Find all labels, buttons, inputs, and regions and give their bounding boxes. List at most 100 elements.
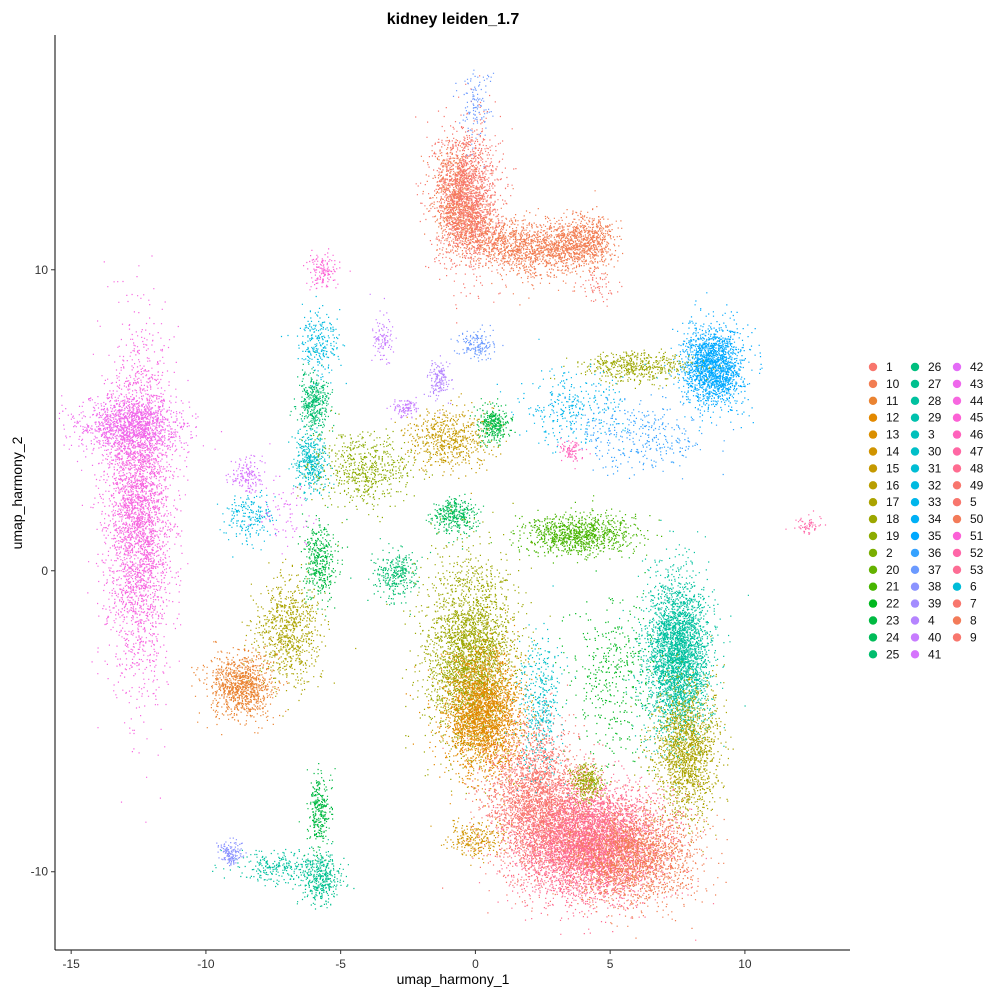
legend-label: 7 bbox=[970, 597, 977, 611]
legend-item: 8 bbox=[952, 614, 977, 628]
legend-label: 39 bbox=[928, 597, 942, 611]
legend-label: 6 bbox=[970, 580, 977, 594]
y-axis-label: umap_harmony_2 bbox=[9, 436, 25, 549]
legend-item: 4 bbox=[910, 614, 935, 628]
legend-item: 21 bbox=[868, 580, 900, 594]
legend-item: 48 bbox=[952, 461, 984, 475]
legend-label: 52 bbox=[970, 546, 984, 560]
legend-swatch bbox=[910, 464, 920, 473]
legend-label: 51 bbox=[970, 529, 984, 543]
x-tick-label: 10 bbox=[738, 957, 752, 971]
cluster-15 bbox=[241, 544, 357, 717]
cluster-points bbox=[191, 638, 289, 736]
legend-swatch bbox=[868, 582, 878, 591]
legend-item: 53 bbox=[952, 563, 984, 577]
legend-label: 32 bbox=[928, 478, 942, 492]
cluster-points bbox=[469, 398, 516, 448]
legend-item: 7 bbox=[952, 597, 977, 611]
cluster-points bbox=[369, 293, 397, 365]
legend-item: 51 bbox=[952, 529, 984, 543]
cluster-points bbox=[298, 763, 336, 861]
legend-item: 3 bbox=[910, 428, 935, 442]
cluster-37 bbox=[423, 355, 454, 414]
legend-swatch bbox=[952, 633, 962, 642]
cluster-points bbox=[216, 489, 277, 558]
cluster-34 bbox=[216, 837, 247, 867]
legend-item: 17 bbox=[868, 495, 900, 509]
cluster-32 bbox=[288, 839, 355, 910]
legend-swatch bbox=[910, 565, 920, 574]
legend-label: 10 bbox=[886, 377, 900, 391]
cluster-43 bbox=[557, 438, 591, 470]
x-axis-label: umap_harmony_1 bbox=[397, 971, 510, 987]
cluster-points bbox=[425, 493, 485, 550]
legend-label: 23 bbox=[886, 614, 900, 628]
cluster-25 bbox=[442, 684, 618, 916]
cluster-5 bbox=[496, 338, 658, 454]
legend-swatch bbox=[868, 362, 878, 372]
x-tick-label: -10 bbox=[197, 957, 215, 971]
legend-swatch bbox=[910, 616, 920, 625]
legend-swatch bbox=[952, 582, 962, 591]
legend-swatch bbox=[868, 633, 878, 642]
scatter-points bbox=[58, 69, 827, 941]
legend-label: 17 bbox=[886, 495, 900, 509]
cluster-points bbox=[297, 506, 349, 617]
legend-swatch bbox=[910, 481, 920, 490]
cluster-4 bbox=[550, 348, 721, 390]
legend-item: 5 bbox=[952, 495, 977, 509]
legend-swatch bbox=[952, 481, 962, 490]
cluster-points bbox=[785, 510, 827, 535]
legend-item: 11 bbox=[868, 394, 899, 408]
legend-label: 43 bbox=[970, 377, 984, 391]
cluster-points bbox=[297, 409, 433, 524]
x-tick-label: -15 bbox=[62, 957, 80, 971]
cluster-11 bbox=[297, 409, 433, 524]
legend-swatch bbox=[952, 413, 962, 422]
legend-label: 11 bbox=[886, 394, 899, 408]
legend-swatch bbox=[952, 362, 962, 372]
legend-item: 6 bbox=[952, 580, 977, 594]
legend-item: 40 bbox=[910, 630, 942, 644]
cluster-points bbox=[280, 295, 347, 387]
legend-label: 31 bbox=[928, 461, 942, 475]
legend-item: 12 bbox=[868, 411, 900, 425]
legend-item: 39 bbox=[910, 597, 942, 611]
cluster-8 bbox=[289, 351, 337, 449]
legend-item: 41 bbox=[910, 647, 942, 661]
cluster-points bbox=[423, 355, 454, 414]
legend-label: 30 bbox=[928, 445, 942, 459]
legend-swatch bbox=[952, 464, 962, 473]
legend-swatch bbox=[952, 531, 962, 541]
cluster-points bbox=[415, 75, 517, 324]
legend-item: 15 bbox=[868, 461, 900, 475]
cluster-points bbox=[630, 635, 734, 853]
y-axis-ticks: -10 0 10 bbox=[31, 263, 55, 879]
cluster-30 bbox=[430, 817, 513, 866]
legend-label: 26 bbox=[928, 360, 942, 374]
cluster-0 bbox=[420, 136, 624, 306]
cluster-points bbox=[490, 495, 663, 564]
axes bbox=[54, 35, 850, 951]
legend-label: 16 bbox=[886, 478, 900, 492]
legend-item: 44 bbox=[952, 394, 984, 408]
legend-label: 44 bbox=[970, 394, 984, 408]
legend-swatch bbox=[868, 616, 878, 625]
legend-swatch bbox=[910, 514, 920, 524]
cluster-31 bbox=[298, 763, 336, 861]
legend-item: 13 bbox=[868, 428, 900, 442]
legend-swatch bbox=[910, 396, 920, 405]
cluster-points bbox=[394, 393, 507, 494]
legend-label: 37 bbox=[928, 563, 942, 577]
cluster-points bbox=[241, 544, 357, 717]
legend-item: 30 bbox=[910, 445, 942, 459]
cluster-points bbox=[81, 255, 190, 823]
legend-swatch bbox=[868, 430, 878, 439]
legend-label: 13 bbox=[886, 428, 900, 442]
cluster-points bbox=[496, 338, 658, 454]
cluster-points bbox=[550, 348, 721, 390]
legend-item: 27 bbox=[910, 377, 942, 391]
cluster-19 bbox=[490, 495, 663, 564]
legend-swatch bbox=[868, 531, 878, 541]
legend-item: 49 bbox=[952, 478, 984, 492]
